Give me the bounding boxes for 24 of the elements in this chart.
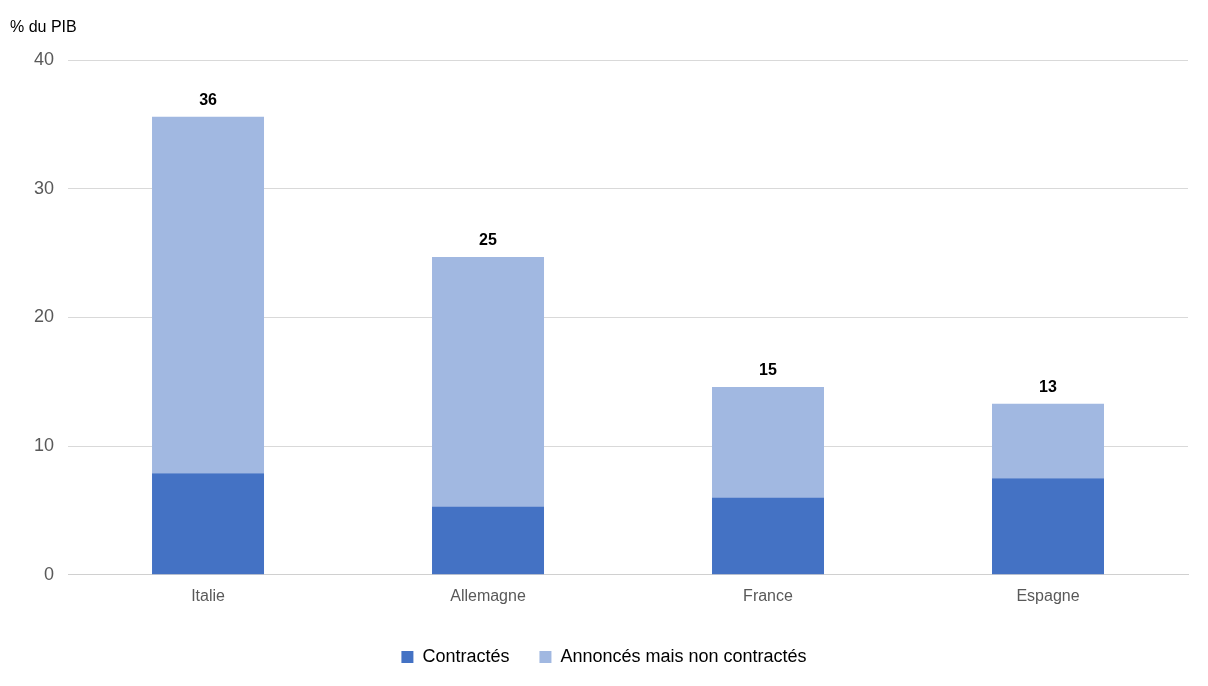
y-tick-label: 0 (44, 563, 55, 584)
bar (712, 386, 825, 498)
legend-label: Contractés (422, 645, 510, 666)
x-tick-label: France (743, 586, 794, 604)
total-label: 15 (759, 361, 778, 379)
legend-label: Annoncés mais non contractés (560, 645, 807, 666)
y-tick-label: 40 (33, 48, 55, 69)
y-tick-label: 30 (33, 177, 55, 198)
total-label: 25 (479, 231, 498, 249)
x-tick-label: Allemagne (450, 586, 526, 604)
bar (432, 506, 545, 575)
bar (712, 497, 825, 575)
bar (152, 116, 265, 474)
x-tick-label: Italie (191, 586, 226, 604)
bar (432, 256, 545, 507)
y-axis-title: % du PIB (10, 18, 77, 36)
x-tick-label: Espagne (1016, 586, 1080, 604)
bar (992, 403, 1104, 479)
total-label: 36 (199, 91, 218, 109)
y-tick-label: 20 (33, 306, 55, 327)
bar (992, 478, 1104, 575)
y-tick-label: 10 (33, 435, 55, 456)
total-label: 13 (1039, 378, 1057, 396)
bar (152, 473, 265, 575)
